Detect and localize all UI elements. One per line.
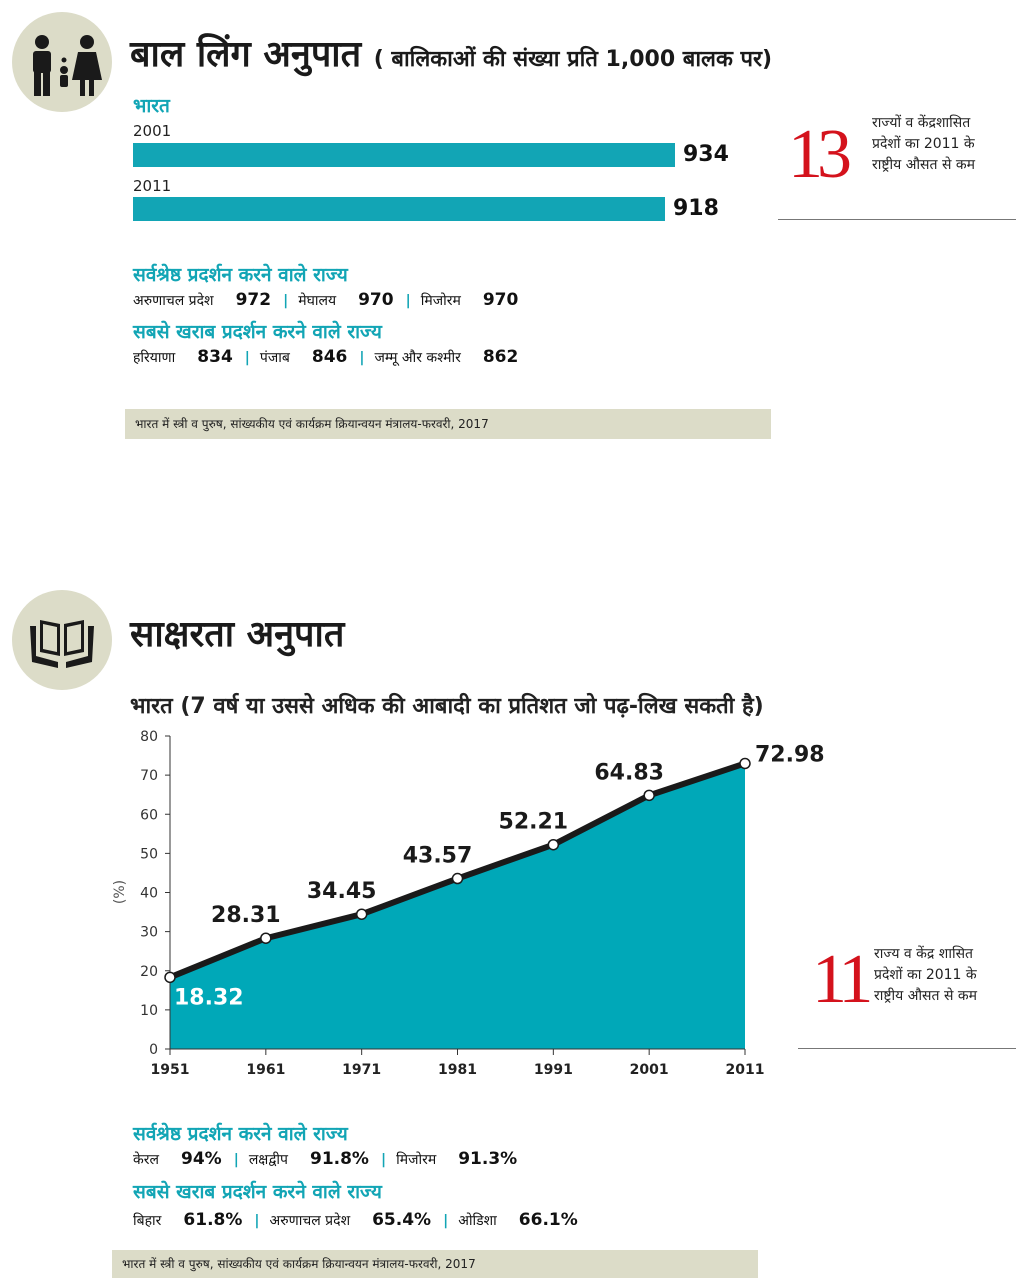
data-label: 34.45 [307,879,377,904]
y-tick-label: 20 [140,964,158,980]
y-tick-label: 80 [140,729,158,745]
x-tick-label: 1981 [438,1062,477,1078]
x-tick-label: 1991 [534,1062,573,1078]
x-tick-label: 2011 [726,1062,765,1078]
list-item-value: 94% [180,1149,222,1169]
data-point [260,932,272,944]
chart-title: भारत (7 वर्ष या उससे अधिक की आबादी का प्… [130,694,764,719]
list-item-name: केरल [133,1152,159,1168]
section1-source: भारत में स्त्री व पुरुष, सांख्यकीय एवं क… [125,409,771,439]
y-tick-label: 60 [140,807,158,823]
section1-best-heading: सर्वश्रेष्ठ प्रदर्शन करने वाले राज्य [133,264,348,286]
sex-ratio-value-2001: 934 [683,142,729,167]
section2-worst-row: बिहार 61.8% | अरुणाचल प्रदेश 65.4% | ओडिशा 66.1… [133,1210,578,1230]
list-item-name: अरुणाचल प्रदेश [269,1213,351,1229]
y-tick-label: 40 [140,886,158,902]
y-tick-label: 0 [149,1042,158,1058]
list-item-name: जम्मू और कश्मीर [374,350,461,366]
section2-best-row: केरल 94% | लक्षद्वीप 91.8% | मिजोरम 91.3% [133,1149,518,1169]
data-point [643,789,655,802]
section2-stat-text: राज्य व केंद्र शासित प्रदेशों का 2011 के… [874,946,977,1004]
data-label: 72.98 [755,742,825,767]
area-fill [170,763,745,1049]
bar-year-2001: 2001 [133,122,172,140]
open-book-hands-icon [30,620,94,668]
data-point [355,908,368,920]
literacy-area-chart: 0 10 20 30 40 50 60 70 80 (%) 1951 1961 1971 1981 1991… [112,729,825,1078]
section2-stat-divider [798,1048,1016,1049]
section2-icon-circle [12,590,112,690]
section1-worst-heading: सबसे खराब प्रदर्शन करने वाले राज्य [133,321,382,343]
y-tick-label: 70 [140,768,158,784]
list-item-name: मिजोरम [420,293,461,309]
list-item-value: 91.8% [309,1149,369,1169]
list-item-value: 972 [235,290,272,310]
data-point [547,838,560,851]
sex-ratio-bar-2011 [133,197,665,221]
section2-stat-number: 11 [812,941,873,1018]
list-item-value: 66.1% [518,1210,578,1230]
x-tick-label: 1971 [342,1062,381,1078]
section1-icon-circle [12,12,112,112]
section1-worst-row: हरियाणा 834 | पंजाब 846 | जम्मू और कश्मीर 862 [133,347,519,367]
sex-ratio-bar-2001 [133,143,675,167]
bar-year-2011: 2011 [133,177,172,195]
list-item-value: 65.4% [372,1210,432,1230]
list-item-name: हरियाणा [133,350,176,366]
x-tick-label: 1961 [246,1062,285,1078]
list-item-name: ओडिशा [458,1213,497,1229]
data-label: 64.83 [594,760,664,785]
y-tick-label: 30 [140,925,158,941]
list-item-name: मिजोरम [396,1152,437,1168]
list-item-value: 970 [358,290,394,310]
section1-stat-number: 13 [788,116,852,193]
list-item-value: 61.8% [183,1210,243,1230]
data-point [739,757,751,770]
data-label: 28.31 [211,903,281,928]
y-tick-label: 50 [140,846,158,862]
country-label: भारत [133,95,170,117]
list-item-value: 834 [197,347,233,367]
data-point [164,971,176,984]
parents-child-icon [33,35,102,96]
section1-title: बाल लिंग अनुपात ( बालिकाओं की संख्या प्र… [130,34,773,75]
list-item-name: लक्षद्वीप [248,1152,288,1168]
list-item-name: बिहार [133,1213,162,1229]
data-point [451,872,464,885]
section1-best-row: अरुणाचल प्रदेश 972 | मेघालय 970 | मिजोरम 970 [133,290,519,310]
data-label: 18.32 [174,985,244,1010]
list-item-value: 970 [482,290,519,310]
list-item-value: 846 [311,347,348,367]
list-item-name: अरुणाचल प्रदेश [133,293,214,309]
y-axis-label: (%) [112,880,128,904]
data-label: 52.21 [499,810,569,835]
x-tick-label: 1951 [151,1062,190,1078]
section2-best-heading: सर्वश्रेष्ठ प्रदर्शन करने वाले राज्य [133,1123,348,1145]
x-tick-label: 2001 [630,1062,669,1078]
sex-ratio-value-2011: 918 [673,196,719,221]
section1-stat-divider [778,219,1016,220]
list-item-value: 862 [482,347,519,367]
section2-worst-heading: सबसे खराब प्रदर्शन करने वाले राज्य [133,1181,382,1203]
section1-stat-text: राज्यों व केंद्रशासित प्रदेशों का 2011 क… [872,115,975,173]
section1-subtitle: ( बालिकाओं की संख्या प्रति 1,000 बालक पर… [373,47,773,72]
list-item-value: 91.3% [458,1149,518,1169]
list-item-name: पंजाब [259,350,290,366]
list-item-name: मेघालय [298,293,337,309]
section2-source: भारत में स्त्री व पुरुष, सांख्यकीय एवं क… [112,1250,758,1278]
y-tick-label: 10 [140,1003,158,1019]
section2-title: साक्षरता अनुपात [130,614,345,655]
data-label: 43.57 [403,844,473,869]
